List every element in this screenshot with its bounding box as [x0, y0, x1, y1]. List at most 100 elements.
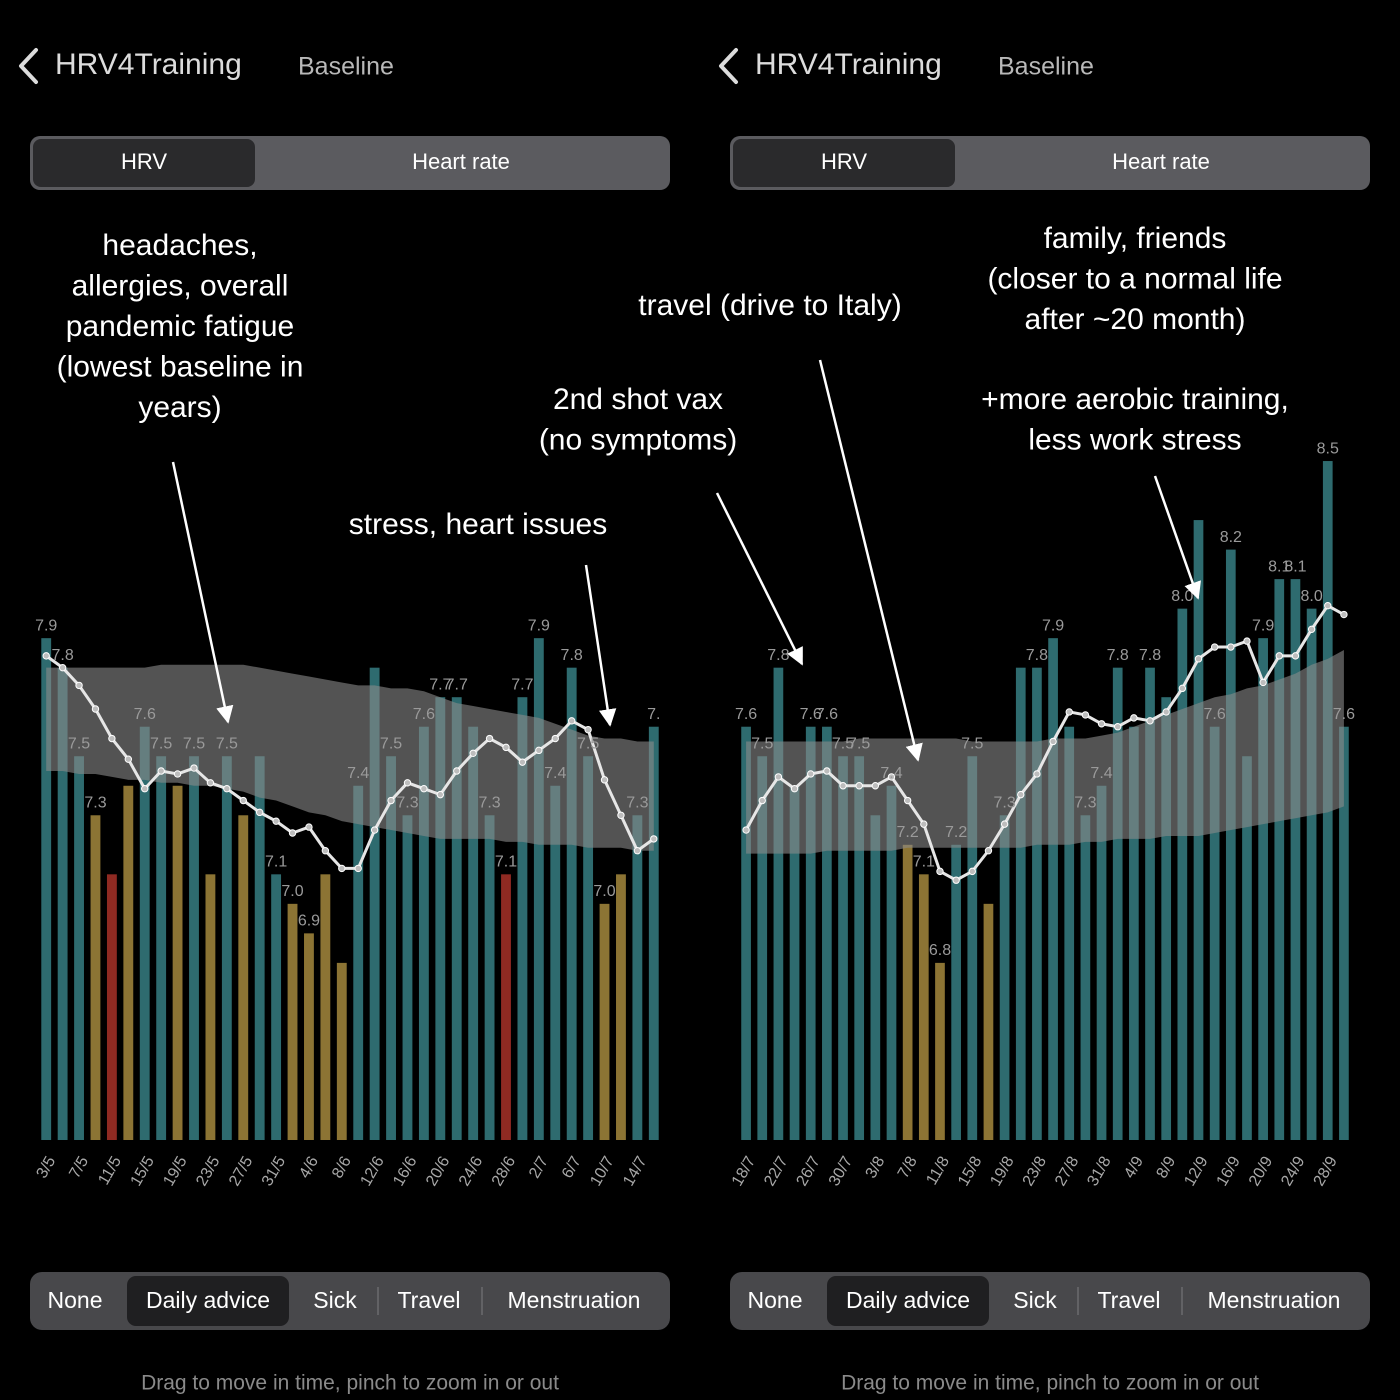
value-label: 7.9	[1252, 617, 1274, 634]
baseline-point	[502, 743, 510, 752]
baseline-point	[903, 796, 912, 805]
back-label[interactable]: HRV4Training	[755, 48, 942, 81]
back-chevron[interactable]	[719, 48, 738, 84]
baseline-point	[469, 749, 477, 757]
bar	[773, 667, 784, 1140]
value-label: 7.8	[52, 647, 74, 664]
filter-label[interactable]: None	[48, 1287, 103, 1313]
annotation-text: (lowest baseline in	[57, 350, 304, 383]
tab-label[interactable]: Heart rate	[412, 149, 510, 174]
bar	[648, 726, 659, 1140]
bar	[870, 815, 881, 1140]
bar	[741, 726, 751, 1140]
annotation-text: (closer to a normal life	[987, 262, 1282, 295]
bar	[189, 756, 199, 1140]
filter-label[interactable]: Daily advice	[146, 1287, 270, 1313]
bar	[822, 726, 832, 1140]
filter-label[interactable]: Menstruation	[1208, 1287, 1341, 1313]
bar	[1080, 815, 1091, 1140]
baseline-point	[758, 796, 766, 805]
bar	[484, 815, 495, 1140]
filter-label[interactable]: None	[748, 1287, 803, 1313]
bar	[1274, 579, 1285, 1140]
baseline-point	[1097, 720, 1106, 728]
bar	[951, 844, 961, 1140]
value-label: 7.0	[281, 883, 303, 900]
baseline-point	[807, 770, 815, 778]
screen-title: Baseline	[298, 53, 394, 81]
value-label: 7.8	[1026, 647, 1048, 664]
baseline-point	[420, 785, 428, 793]
value-label: 7.6	[1204, 706, 1226, 723]
bar	[435, 697, 446, 1140]
normal-range-band	[46, 664, 654, 851]
value-label: 7.8	[561, 647, 583, 664]
active-filter	[127, 1276, 289, 1326]
baseline-point	[190, 764, 198, 772]
bar	[550, 785, 561, 1140]
baseline-point	[141, 785, 149, 793]
tab-label[interactable]: HRV	[821, 149, 867, 174]
bar	[156, 756, 167, 1140]
value-label: 7.9	[35, 617, 57, 634]
baseline-point	[584, 725, 592, 734]
bar	[1015, 667, 1026, 1140]
baseline-point	[354, 864, 362, 873]
filter-label[interactable]: Travel	[397, 1287, 460, 1313]
annotation-text: +more aerobic training,	[981, 383, 1289, 416]
baseline-point	[370, 826, 379, 834]
bar	[369, 667, 380, 1140]
annotation-text: allergies, overall	[72, 269, 289, 302]
baseline-point	[742, 826, 750, 834]
bar	[1339, 726, 1349, 1140]
baseline-point	[952, 876, 960, 884]
bar	[583, 756, 594, 1140]
bar	[106, 874, 117, 1140]
baseline-point	[1033, 770, 1041, 778]
baseline-point	[1259, 678, 1267, 687]
filter-label[interactable]: Menstruation	[508, 1287, 641, 1313]
value-label: 6.8	[929, 942, 951, 959]
bar	[41, 638, 52, 1140]
bar	[1048, 638, 1058, 1140]
baseline-point	[1130, 714, 1138, 722]
value-label: 7.5	[577, 735, 599, 752]
bar	[57, 667, 68, 1140]
tab-label[interactable]: Heart rate	[1112, 149, 1210, 174]
baseline-point	[1162, 708, 1170, 716]
filter-label[interactable]: Sick	[313, 1287, 357, 1313]
baseline-point	[124, 755, 133, 763]
baseline-point	[1307, 625, 1316, 634]
baseline-point	[1243, 637, 1251, 645]
value-label: 8.1	[1284, 558, 1306, 575]
baseline-point	[255, 808, 264, 817]
baseline-point	[1324, 601, 1332, 610]
bar	[221, 756, 232, 1140]
bar	[1096, 785, 1107, 1140]
baseline-point	[617, 811, 625, 819]
baseline-point	[1291, 652, 1300, 660]
value-label: 7.5	[751, 735, 773, 752]
bar	[238, 815, 249, 1140]
value-label: 7.6	[816, 706, 838, 723]
filter-label[interactable]: Daily advice	[846, 1287, 970, 1313]
baseline-point	[1340, 610, 1348, 619]
back-chevron[interactable]	[19, 48, 38, 84]
bar	[533, 638, 544, 1140]
value-label: 7.0	[593, 883, 615, 900]
tab-label[interactable]: HRV	[121, 149, 167, 174]
bar	[386, 756, 396, 1140]
filter-label[interactable]: Sick	[1013, 1287, 1057, 1313]
value-label: 8.0	[1300, 588, 1322, 605]
baseline-point	[1178, 684, 1187, 693]
bar	[304, 933, 314, 1140]
annotation-text: pandemic fatigue	[66, 310, 295, 343]
bar	[854, 756, 865, 1140]
annotation-text: family, friends	[1044, 222, 1227, 255]
value-label: 7.2	[945, 824, 967, 841]
filter-label[interactable]: Travel	[1097, 1287, 1160, 1313]
baseline-point	[774, 773, 783, 781]
bar	[123, 785, 134, 1140]
back-label[interactable]: HRV4Training	[55, 48, 242, 81]
baseline-point	[1000, 820, 1009, 828]
